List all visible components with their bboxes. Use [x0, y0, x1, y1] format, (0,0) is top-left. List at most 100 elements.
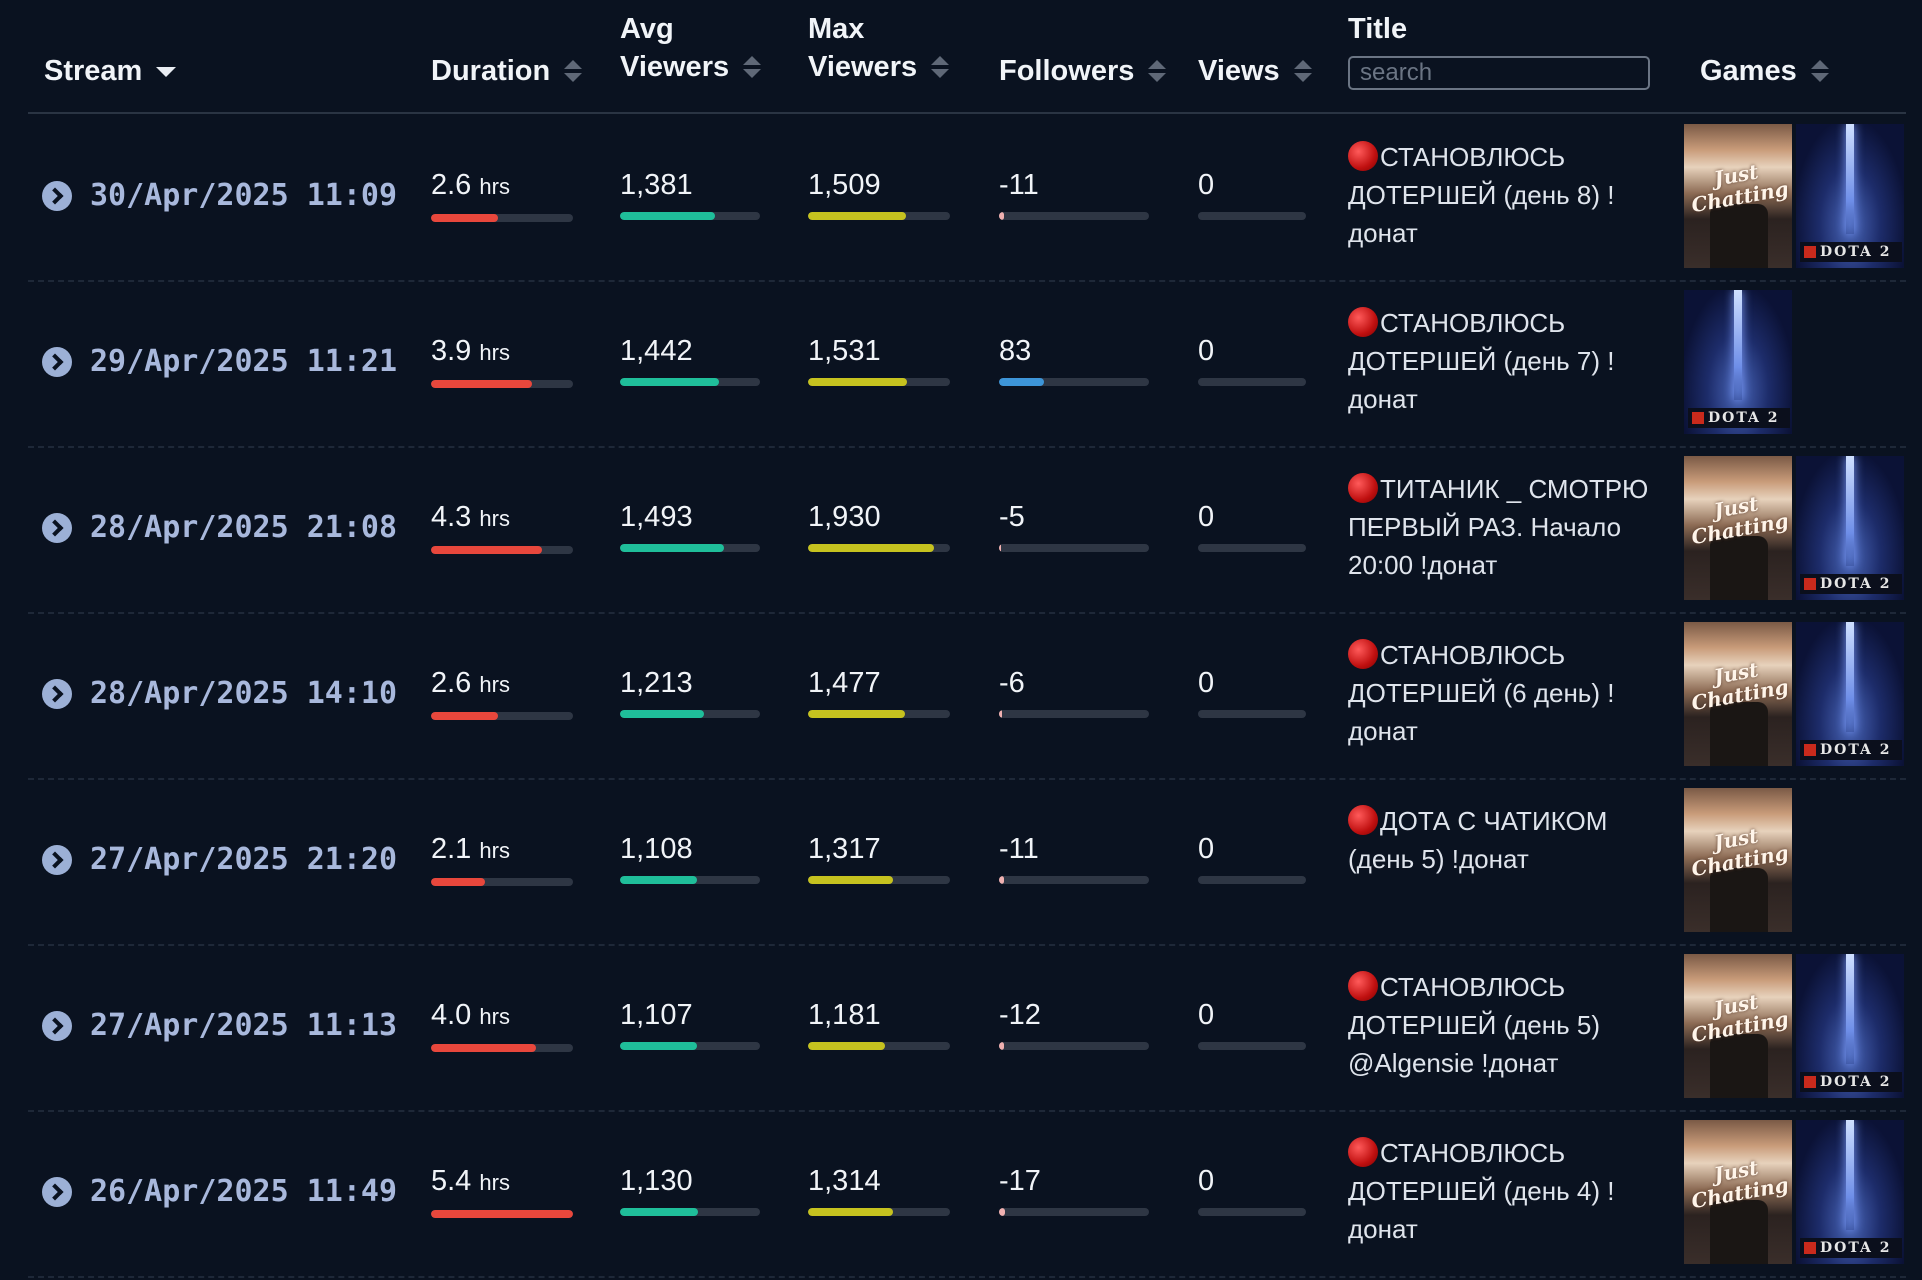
- game-thumbnail-just-chatting[interactable]: Just Chatting: [1684, 954, 1792, 1098]
- game-thumbnail-just-chatting[interactable]: Just Chatting: [1684, 788, 1792, 932]
- table-header: Stream Duration Avg Viewers Max Viewers Fo…: [28, 0, 1906, 114]
- games-list: Just Chatting Dota 2: [1684, 124, 1904, 268]
- max-viewers-value: 1,930: [808, 501, 881, 533]
- table-row[interactable]: 30/Apr/2025 11:09 2.6 hrs 1,381 1,509 -1…: [28, 114, 1906, 282]
- red-circle-icon: [1348, 639, 1378, 669]
- table-row[interactable]: 29/Apr/2025 11:21 3.9 hrs 1,442 1,531 83…: [28, 280, 1906, 448]
- game-thumbnail-dota-2[interactable]: Dota 2: [1796, 622, 1904, 766]
- game-thumbnail-dota-2[interactable]: Dota 2: [1796, 1120, 1904, 1264]
- mug-graphic: [1710, 204, 1768, 268]
- column-header-followers[interactable]: Followers: [999, 52, 1167, 90]
- avg-viewers-cell: 1,381: [620, 168, 760, 220]
- avg-viewers-value: 1,493: [620, 501, 693, 533]
- avg-viewers-bar: [620, 1042, 760, 1050]
- max-viewers-cell: 1,531: [808, 334, 950, 386]
- beam-graphic: [1846, 622, 1854, 732]
- stream-title: СТАНОВЛЮСЬ ДОТЕРШЕЙ (день 7) ! донат: [1348, 308, 1615, 414]
- avg-viewers-cell: 1,108: [620, 832, 760, 884]
- stream-link[interactable]: 26/Apr/2025 11:49: [42, 1174, 397, 1209]
- red-circle-icon: [1348, 805, 1378, 835]
- game-thumbnail-dota-2[interactable]: Dota 2: [1796, 124, 1904, 268]
- column-header-games[interactable]: Games: [1700, 52, 1829, 90]
- followers-bar-fill: [999, 710, 1002, 718]
- column-header-duration[interactable]: Duration: [431, 52, 583, 90]
- views-cell: 0: [1198, 334, 1306, 386]
- game-thumbnail-just-chatting[interactable]: Just Chatting: [1684, 456, 1792, 600]
- followers-value: 83: [999, 335, 1032, 367]
- game-thumbnail-dota-2[interactable]: Dota 2: [1796, 954, 1904, 1098]
- expand-chevron-icon[interactable]: [42, 1176, 72, 1207]
- avg-viewers-value: 1,442: [620, 335, 693, 367]
- views-value: 0: [1198, 667, 1215, 699]
- column-header-stream[interactable]: Stream: [44, 52, 177, 90]
- followers-value: -6: [999, 667, 1025, 699]
- duration-cell: 4.3 hrs: [431, 500, 573, 554]
- games-list: Just Chatting Dota 2: [1684, 1120, 1904, 1264]
- followers-bar-fill: [999, 378, 1044, 386]
- expand-chevron-icon[interactable]: [42, 678, 72, 709]
- views-value: 0: [1198, 335, 1215, 367]
- followers-bar-fill: [999, 212, 1004, 220]
- game-thumbnail-label: Just Chatting: [1689, 159, 1791, 218]
- duration-value: 5.4: [431, 1165, 472, 1197]
- duration-bar-fill: [431, 1044, 537, 1052]
- stream-title: СТАНОВЛЮСЬ ДОТЕРШЕЙ (день 4) ! донат: [1348, 1138, 1615, 1244]
- table-row[interactable]: 27/Apr/2025 21:20 2.1 hrs 1,108 1,317 -1…: [28, 778, 1906, 946]
- column-header-avg-label: Avg: [620, 13, 674, 45]
- column-header-viewers-label: Viewers: [808, 51, 918, 83]
- duration-bar-fill: [431, 214, 498, 222]
- title-search-input[interactable]: [1348, 56, 1650, 90]
- stream-link[interactable]: 27/Apr/2025 11:13: [42, 1008, 397, 1043]
- expand-chevron-icon[interactable]: [42, 180, 72, 211]
- max-viewers-bar-fill: [808, 212, 906, 220]
- stream-title-cell: СТАНОВЛЮСЬ ДОТЕРШЕЙ (6 день) ! донат: [1348, 636, 1668, 750]
- views-cell: 0: [1198, 998, 1306, 1050]
- stream-link[interactable]: 30/Apr/2025 11:09: [42, 178, 397, 213]
- column-header-avg-viewers[interactable]: Avg Viewers: [620, 10, 762, 86]
- stream-link[interactable]: 28/Apr/2025 14:10: [42, 676, 397, 711]
- duration-bar: [431, 1044, 573, 1052]
- column-header-views[interactable]: Views: [1198, 52, 1312, 90]
- max-viewers-bar: [808, 212, 950, 220]
- expand-chevron-icon[interactable]: [42, 844, 72, 875]
- avg-viewers-value: 1,381: [620, 169, 693, 201]
- duration-unit: hrs: [479, 1170, 510, 1195]
- column-header-max-viewers[interactable]: Max Viewers: [808, 10, 950, 86]
- expand-chevron-icon[interactable]: [42, 1010, 72, 1041]
- followers-bar-fill: [999, 876, 1004, 884]
- table-row[interactable]: 28/Apr/2025 21:08 4.3 hrs 1,493 1,930 -5…: [28, 446, 1906, 614]
- avg-viewers-bar-fill: [620, 378, 720, 386]
- avg-viewers-bar-fill: [620, 876, 697, 884]
- avg-viewers-value: 1,107: [620, 999, 693, 1031]
- views-bar: [1198, 876, 1306, 884]
- followers-cell: -5: [999, 500, 1149, 552]
- max-viewers-cell: 1,317: [808, 832, 950, 884]
- avg-viewers-bar: [620, 710, 760, 718]
- sort-desc-icon: [156, 67, 177, 77]
- table-row[interactable]: 26/Apr/2025 11:49 5.4 hrs 1,130 1,314 -1…: [28, 1110, 1906, 1278]
- game-thumbnail-dota-2[interactable]: Dota 2: [1684, 290, 1792, 434]
- followers-cell: -11: [999, 168, 1149, 220]
- duration-bar: [431, 380, 573, 388]
- stream-link[interactable]: 27/Apr/2025 21:20: [42, 842, 397, 877]
- expand-chevron-icon[interactable]: [42, 512, 72, 543]
- game-thumbnail-just-chatting[interactable]: Just Chatting: [1684, 1120, 1792, 1264]
- stream-title-cell: ТИТАНИК _ СМОТРЮ ПЕРВЫЙ РАЗ. Начало 20:0…: [1348, 470, 1668, 584]
- game-thumbnail-just-chatting[interactable]: Just Chatting: [1684, 622, 1792, 766]
- table-row[interactable]: 28/Apr/2025 14:10 2.6 hrs 1,213 1,477 -6…: [28, 612, 1906, 780]
- duration-bar-fill: [431, 380, 532, 388]
- expand-chevron-icon[interactable]: [42, 346, 72, 377]
- duration-bar: [431, 712, 573, 720]
- table-row[interactable]: 27/Apr/2025 11:13 4.0 hrs 1,107 1,181 -1…: [28, 944, 1906, 1112]
- followers-value: -11: [999, 833, 1039, 865]
- game-thumbnail-dota-2[interactable]: Dota 2: [1796, 456, 1904, 600]
- red-circle-icon: [1348, 971, 1378, 1001]
- stream-link[interactable]: 29/Apr/2025 11:21: [42, 344, 397, 379]
- stream-link[interactable]: 28/Apr/2025 21:08: [42, 510, 397, 545]
- stream-title: СТАНОВЛЮСЬ ДОТЕРШЕЙ (6 день) ! донат: [1348, 640, 1615, 746]
- stream-date: 30/Apr/2025 11:09: [90, 178, 398, 213]
- game-thumbnail-just-chatting[interactable]: Just Chatting: [1684, 124, 1792, 268]
- duration-value: 2.6: [431, 667, 472, 699]
- max-viewers-cell: 1,509: [808, 168, 950, 220]
- duration-cell: 3.9 hrs: [431, 334, 573, 388]
